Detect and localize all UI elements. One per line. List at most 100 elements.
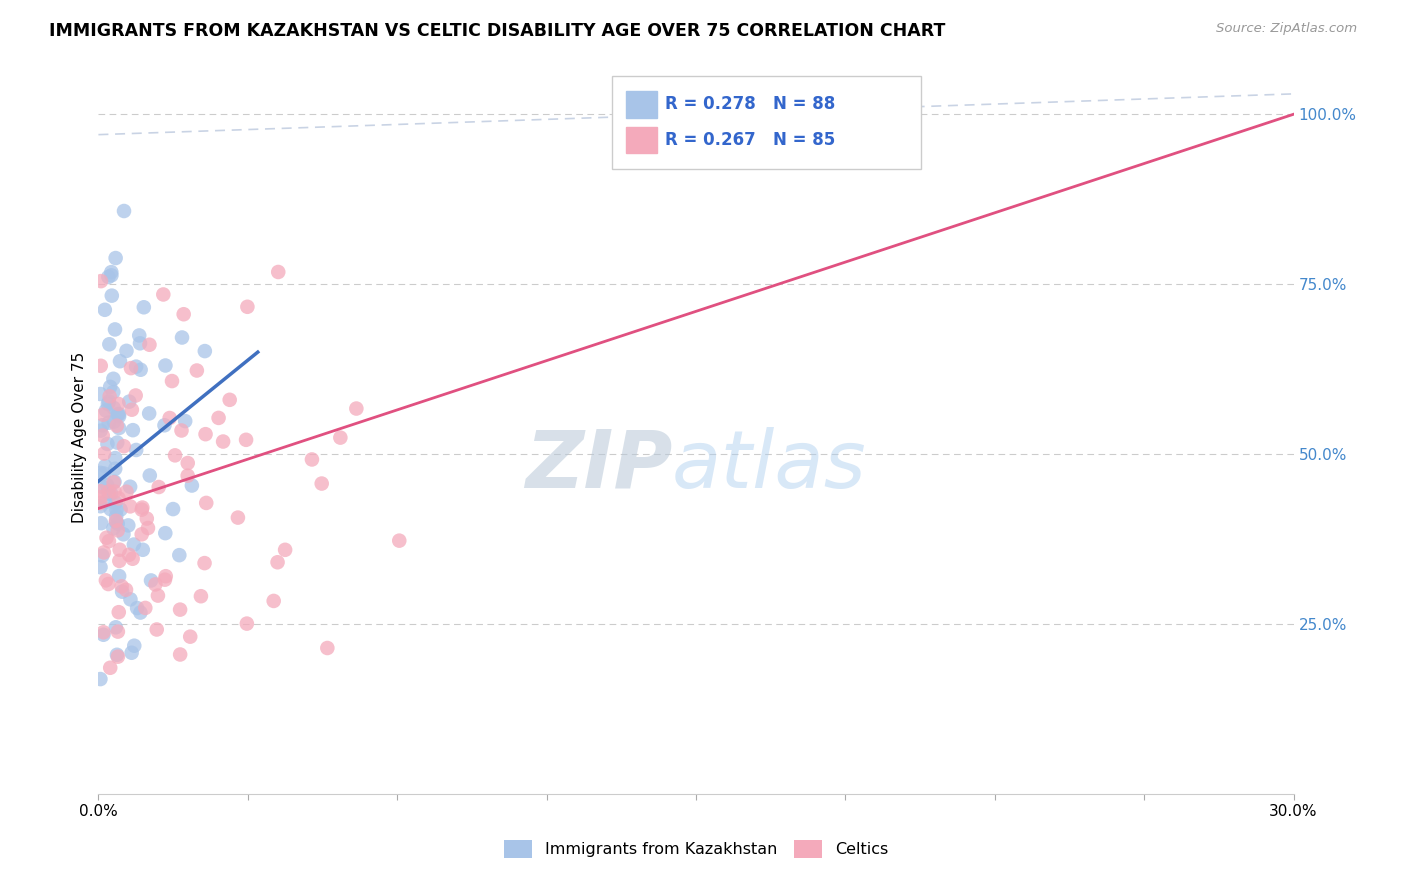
Point xyxy=(236,300,259,314)
Point xyxy=(118,394,141,409)
Point xyxy=(97,577,120,591)
Point xyxy=(105,514,128,528)
Point xyxy=(104,461,127,475)
Point xyxy=(98,661,121,675)
Point xyxy=(89,499,111,513)
Point xyxy=(97,487,120,501)
Point xyxy=(146,589,169,603)
Point xyxy=(91,408,114,422)
Point xyxy=(93,625,115,640)
Point xyxy=(110,502,132,516)
Point xyxy=(132,542,155,557)
Point xyxy=(93,545,115,559)
Point xyxy=(121,402,143,417)
Point xyxy=(128,328,150,343)
Point xyxy=(177,456,200,470)
Point xyxy=(97,270,120,285)
Point xyxy=(267,265,290,279)
Point xyxy=(107,397,129,411)
Point xyxy=(152,287,174,301)
Point xyxy=(108,421,131,435)
Point xyxy=(129,362,152,376)
Point xyxy=(122,537,145,551)
Point xyxy=(108,554,131,568)
Point xyxy=(115,582,138,597)
Point xyxy=(155,569,177,583)
Point xyxy=(101,288,124,302)
Point xyxy=(236,616,259,631)
Point xyxy=(194,344,217,359)
Point xyxy=(117,518,139,533)
Point xyxy=(107,649,129,664)
Point xyxy=(97,394,120,409)
Point xyxy=(138,406,160,420)
Point xyxy=(127,601,149,615)
Point xyxy=(108,409,131,424)
Point xyxy=(173,307,195,321)
Point xyxy=(105,509,128,524)
Point xyxy=(193,556,215,570)
Point xyxy=(111,579,134,593)
Point xyxy=(388,533,411,548)
Point xyxy=(274,542,297,557)
Point xyxy=(235,433,257,447)
Point xyxy=(103,415,125,429)
Point xyxy=(139,574,162,588)
Point xyxy=(121,646,143,660)
Point xyxy=(153,573,176,587)
Point xyxy=(103,385,125,400)
Point xyxy=(125,442,148,457)
Text: R = 0.267   N = 85: R = 0.267 N = 85 xyxy=(665,131,835,149)
Point xyxy=(194,427,217,442)
Point xyxy=(103,475,125,489)
Point xyxy=(190,589,212,603)
Point xyxy=(118,548,141,562)
Point xyxy=(120,500,142,514)
Point xyxy=(131,500,153,515)
Point xyxy=(131,527,153,541)
Point xyxy=(148,480,170,494)
Point xyxy=(103,484,125,499)
Text: R = 0.278   N = 88: R = 0.278 N = 88 xyxy=(665,95,835,113)
Text: atlas: atlas xyxy=(672,426,868,505)
Point xyxy=(89,490,111,504)
Point xyxy=(129,336,152,351)
Point xyxy=(135,511,157,525)
Point xyxy=(89,496,111,510)
Point xyxy=(89,484,111,499)
Point xyxy=(162,502,184,516)
Point xyxy=(132,300,155,314)
Point xyxy=(96,478,118,492)
Point xyxy=(100,265,122,279)
Y-axis label: Disability Age Over 75: Disability Age Over 75 xyxy=(72,351,87,523)
Point xyxy=(301,452,323,467)
Point xyxy=(91,418,114,433)
Point xyxy=(93,628,115,642)
Point xyxy=(311,476,333,491)
Point xyxy=(136,521,159,535)
Legend: Immigrants from Kazakhstan, Celtics: Immigrants from Kazakhstan, Celtics xyxy=(498,833,894,864)
Point xyxy=(104,322,127,336)
Point xyxy=(89,672,111,686)
Point xyxy=(218,392,240,407)
Point xyxy=(91,480,114,494)
Point xyxy=(89,560,111,574)
Point xyxy=(212,434,235,449)
Point xyxy=(97,397,120,411)
Point xyxy=(170,330,193,344)
Point xyxy=(105,435,128,450)
Point xyxy=(226,510,249,524)
Point xyxy=(96,437,118,451)
Point xyxy=(108,542,131,557)
Point xyxy=(105,515,128,529)
Point xyxy=(108,354,131,368)
Point xyxy=(316,640,339,655)
Point xyxy=(107,516,129,531)
Point xyxy=(120,592,142,607)
Point xyxy=(90,516,112,531)
Point xyxy=(104,251,127,265)
Point xyxy=(169,548,191,562)
Point xyxy=(155,359,177,373)
Point xyxy=(180,478,202,492)
Point xyxy=(169,648,191,662)
